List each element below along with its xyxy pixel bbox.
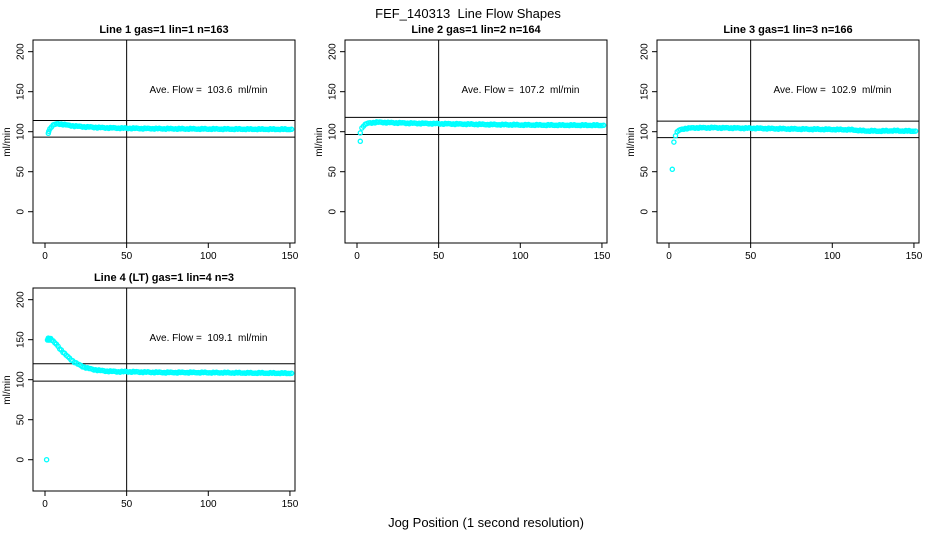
x-tick-label: 50 — [121, 499, 133, 510]
plot-box — [32, 39, 296, 244]
data-point — [357, 138, 364, 145]
x-tick-label: 150 — [906, 251, 923, 262]
plot-box — [344, 39, 608, 244]
y-tick-label: 50 — [328, 166, 339, 178]
ave-flow-label: Ave. Flow = 103.6 ml/min — [149, 85, 268, 96]
scatter-plot: 0 50 100 150 0 50 100 150 200 — [328, 39, 611, 262]
x-tick-label: 150 — [282, 251, 299, 262]
panel-line-4: Line 4 (LT) gas=1 lin=4 n=3 Ave. Flow = … — [0, 270, 312, 518]
x-tick-label: 50 — [433, 251, 445, 262]
plot-box — [32, 287, 296, 492]
x-tick-label: 150 — [594, 251, 611, 262]
panel-line-3: Line 3 gas=1 lin=3 n=166 Ave. Flow = 102… — [624, 22, 936, 270]
plot-box — [656, 39, 920, 244]
ave-flow-label: Ave. Flow = 102.9 ml/min — [773, 85, 892, 96]
panel-title: Line 2 gas=1 lin=2 n=164 — [411, 24, 541, 36]
y-tick-label: 150 — [640, 83, 651, 100]
y-tick-label: 0 — [16, 208, 27, 214]
ave-flow-label: Ave. Flow = 107.2 ml/min — [461, 85, 580, 96]
y-tick-label: 0 — [328, 208, 339, 214]
x-tick-label: 150 — [282, 499, 299, 510]
data-point — [912, 128, 919, 134]
y-tick-label: 50 — [16, 414, 27, 426]
x-tick-label: 100 — [512, 251, 529, 262]
y-tick-label: 200 — [640, 43, 651, 60]
y-tick-label: 50 — [640, 166, 651, 178]
y-tick-label: 150 — [16, 331, 27, 348]
y-tick-label: 100 — [640, 123, 651, 140]
data-point — [43, 456, 50, 463]
panel-line-1: Line 1 gas=1 lin=1 n=163 Ave. Flow = 103… — [0, 22, 312, 270]
y-tick-label: 0 — [640, 208, 651, 214]
x-tick-label: 0 — [354, 251, 360, 262]
data-point — [288, 370, 295, 377]
y-tick-label: 100 — [16, 123, 27, 140]
x-tick-label: 0 — [666, 251, 672, 262]
y-tick-label: 200 — [16, 43, 27, 60]
y-tick-label: 200 — [328, 43, 339, 60]
scatter-plot: 0 50 100 150 0 50 100 150 200 — [640, 39, 923, 262]
data-point — [288, 126, 295, 133]
scatter-plot: 0 50 100 150 0 50 100 150 200 — [16, 39, 299, 262]
x-tick-label: 0 — [42, 251, 48, 262]
y-tick-label: 100 — [328, 123, 339, 140]
data-point — [357, 130, 364, 136]
ave-flow-label: Ave. Flow = 109.1 ml/min — [149, 333, 268, 344]
figure-title: FEF_140313 Line Flow Shapes — [375, 6, 561, 21]
y-tick-label: 100 — [16, 371, 27, 388]
scatter-plot: 0 50 100 150 0 50 100 150 200 — [16, 287, 299, 510]
x-tick-label: 50 — [745, 251, 757, 262]
y-tick-label: 150 — [328, 83, 339, 100]
x-tick-label: 100 — [200, 251, 217, 262]
y-tick-label: 150 — [16, 83, 27, 100]
x-tick-label: 100 — [200, 499, 217, 510]
data-point — [600, 122, 607, 129]
y-tick-label: 50 — [16, 166, 27, 178]
panel-title: Line 3 gas=1 lin=3 n=166 — [723, 24, 853, 36]
y-tick-label: 200 — [16, 291, 27, 308]
data-point — [669, 166, 676, 173]
x-tick-label: 100 — [824, 251, 841, 262]
x-axis-label: Jog Position (1 second resolution) — [388, 515, 584, 530]
y-tick-label: 0 — [16, 456, 27, 462]
data-point — [671, 139, 677, 145]
x-tick-label: 50 — [121, 251, 133, 262]
panel-line-2: Line 2 gas=1 lin=2 n=164 Ave. Flow = 107… — [312, 22, 624, 270]
panel-title: Line 4 (LT) gas=1 lin=4 n=3 — [93, 272, 235, 284]
panel-title: Line 1 gas=1 lin=1 n=163 — [99, 24, 229, 36]
x-tick-label: 0 — [42, 499, 48, 510]
